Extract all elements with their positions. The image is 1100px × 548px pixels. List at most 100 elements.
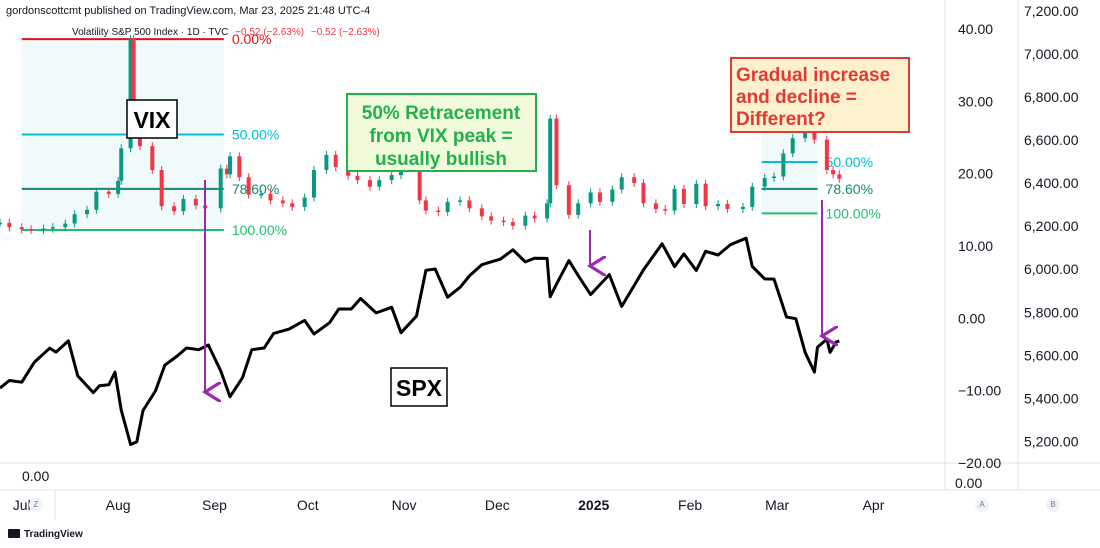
fib-level-label-1-1: 50.00%: [826, 154, 873, 170]
vix-candle: [489, 216, 494, 221]
vix-candle: [545, 203, 550, 219]
vix-candle: [128, 39, 133, 149]
scale-b-button[interactable]: B: [1046, 498, 1060, 512]
fib-level-label-0-3: 100.00%: [232, 222, 287, 238]
left-scale-zero: 0.00: [22, 468, 49, 484]
time-tick-label-5: Dec: [485, 497, 510, 513]
spx-tick-label-4: 6,400.00: [1024, 175, 1079, 191]
vix-candle: [41, 228, 46, 231]
vix-candle: [181, 198, 186, 212]
spx-tick-label-5: 6,200.00: [1024, 218, 1079, 234]
time-tick-label-3: Oct: [297, 497, 319, 513]
vix-candle: [762, 177, 767, 187]
vix-tick-label-5: −10.00: [958, 383, 1001, 399]
vix-candle: [436, 210, 441, 213]
vix-candle: [566, 185, 571, 215]
vix-candle: [324, 154, 329, 171]
vix-candle: [218, 168, 223, 209]
vix-axis[interactable]: 40.00 30.00 20.00 10.00 0.00 −10.00 −20.00: [958, 21, 1001, 471]
vix-candle: [445, 201, 450, 212]
time-tick-label-7: Feb: [678, 497, 702, 513]
vix-candle: [159, 170, 164, 207]
vix-candle: [0, 222, 2, 225]
vix-candle: [172, 206, 177, 212]
note-bullish: 50% Retracement from VIX peak = usually …: [346, 93, 537, 172]
vix-candle: [193, 198, 198, 206]
published-header: gordonscottcmt published on TradingView.…: [6, 5, 371, 17]
vix-candle: [423, 200, 428, 211]
right-scale-zero: 0.00: [955, 475, 982, 491]
zoom-reset-button[interactable]: Z: [29, 498, 43, 512]
vix-candle: [610, 189, 615, 202]
series-legend[interactable]: Volatility S&P 500 Index · 1D · TVC −0.5…: [72, 27, 380, 38]
vix-candle: [790, 138, 795, 154]
spx-label-box: SPX: [390, 367, 448, 407]
vix-candle: [259, 193, 264, 196]
vix-candle: [131, 39, 136, 123]
legend-change-1: −0.52 (−2.63%): [235, 27, 305, 38]
spx-series: [0, 236, 840, 446]
time-tick-label-9: Apr: [863, 497, 885, 513]
spx-label: SPX: [396, 375, 443, 401]
vix-candle: [311, 170, 316, 198]
auto-scale-button[interactable]: A: [975, 498, 989, 512]
vix-tick-label-6: −20.00: [958, 455, 1001, 471]
vix-tick-label-1: 30.00: [958, 93, 993, 109]
vix-label-box: VIX: [126, 99, 178, 139]
fib-level-label-0-0: 0.00%: [232, 31, 272, 47]
vix-candle: [355, 175, 360, 181]
vix-label: VIX: [133, 107, 171, 133]
vix-candle: [716, 204, 721, 207]
vix-candle: [116, 180, 121, 194]
time-tick-label-0: Jul: [13, 497, 31, 513]
vix-candle: [458, 200, 463, 202]
note-different: Gradual increase and decline = Different…: [730, 57, 910, 133]
spx-tick-label-6: 6,000.00: [1024, 261, 1079, 277]
vix-candle: [50, 227, 55, 229]
vix-candle: [501, 220, 506, 223]
note-bullish-line-3: usually bullish: [375, 149, 507, 170]
time-axis[interactable]: Jul Aug Sep Oct Nov Dec 2025 Feb Mar Apr: [13, 497, 885, 513]
legend-change-2: −0.52 (−2.63%): [310, 27, 380, 38]
vix-candle: [280, 200, 285, 204]
vix-candle: [94, 191, 99, 210]
note-bullish-line-2: from VIX peak =: [369, 126, 512, 147]
vix-candle: [333, 154, 338, 168]
spx-axis[interactable]: 7,200.00 7,000.00 6,800.00 6,600.00 6,400.00…: [1024, 3, 1079, 450]
vix-candle: [290, 203, 295, 207]
vix-candle: [302, 197, 307, 207]
vix-candle: [72, 214, 77, 224]
vix-candle: [831, 170, 836, 175]
fib-level-label-0-1: 50.00%: [232, 127, 279, 143]
vix-candle: [750, 186, 755, 207]
spx-tick-label-9: 5,400.00: [1024, 390, 1079, 406]
fib-level-label-1-2: 78.60%: [826, 181, 873, 197]
spx-tick-label-8: 5,600.00: [1024, 347, 1079, 363]
note-different-line-2: and decline =: [736, 87, 857, 108]
tradingview-logo[interactable]: TradingView: [8, 529, 83, 540]
vix-candle: [837, 174, 842, 179]
vix-candle: [85, 209, 90, 215]
vix-candle: [781, 153, 786, 177]
vix-candle: [389, 175, 394, 181]
vix-candle: [772, 176, 777, 179]
vix-candle: [367, 180, 372, 187]
vix-candle: [725, 204, 730, 210]
vix-candle: [523, 215, 528, 226]
vix-candle: [576, 203, 581, 215]
vix-candle: [641, 183, 646, 204]
vix-candle: [106, 191, 111, 194]
vix-candle: [268, 193, 273, 201]
spx-tick-label-2: 6,800.00: [1024, 89, 1079, 105]
vix-candle: [119, 148, 124, 181]
vix-tick-label-2: 20.00: [958, 166, 993, 182]
vix-candle: [663, 209, 668, 211]
vix-candle: [510, 222, 515, 226]
note-different-line-1: Gradual increase: [736, 65, 890, 86]
time-tick-label-1: Aug: [106, 497, 131, 513]
arrow-layer: [205, 180, 822, 392]
vix-candle: [479, 208, 484, 217]
vix-candle: [532, 215, 537, 219]
note-different-line-3: Different?: [736, 109, 826, 130]
